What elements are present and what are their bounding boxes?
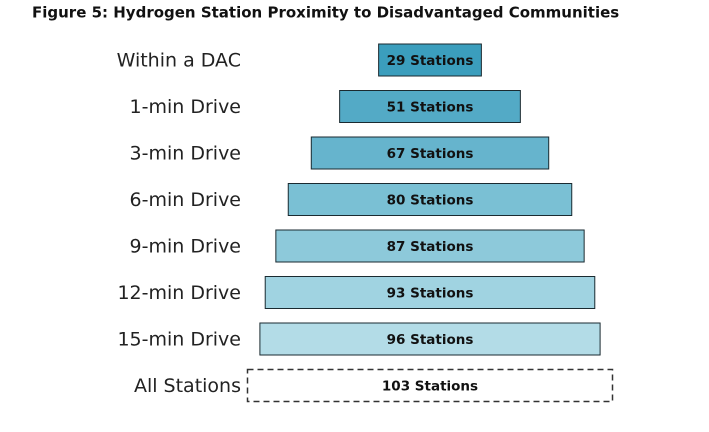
category-label: 3-min Drive (130, 143, 241, 165)
bar (310, 136, 550, 170)
category-label: Within a DAC (117, 50, 241, 72)
category-label: 1-min Drive (130, 96, 241, 118)
value-label: 29 Stations (387, 53, 474, 69)
value-label: 93 Stations (387, 286, 474, 302)
value-label: 51 Stations (387, 100, 474, 116)
value-label: 103 Stations (382, 379, 478, 395)
category-label: 6-min Drive (130, 189, 241, 211)
category-label: 12-min Drive (117, 282, 241, 304)
category-label: 15-min Drive (117, 329, 241, 351)
bar (339, 90, 521, 123)
bar (287, 183, 573, 216)
bar (259, 322, 601, 356)
value-label: 80 Stations (387, 193, 474, 209)
value-label: 87 Stations (387, 239, 474, 255)
value-label: 67 Stations (387, 146, 474, 162)
bar (378, 43, 482, 77)
value-label: 96 Stations (387, 332, 474, 348)
bar (264, 276, 596, 309)
category-label: All Stations (134, 375, 241, 397)
bar (246, 368, 614, 403)
category-label: 9-min Drive (130, 236, 241, 258)
bar (275, 229, 585, 263)
chart-title: Figure 5: Hydrogen Station Proximity to … (32, 4, 619, 22)
